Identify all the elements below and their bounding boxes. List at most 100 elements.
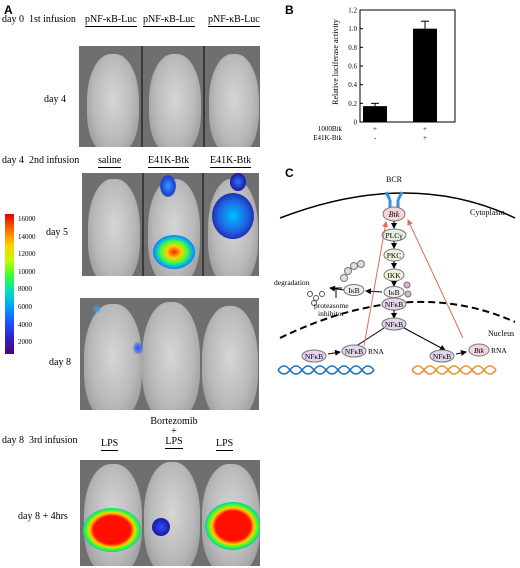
proteasome-fragments-icon (307, 291, 325, 306)
bioluminescence-image-day4 (79, 46, 260, 147)
row2-treatment-1: saline (98, 155, 122, 168)
y-tick-label: 1.0 (348, 25, 357, 33)
node-nfkb-cyto: NFκB (381, 297, 407, 311)
bioluminescence-image-day5 (82, 173, 259, 276)
y-tick-label: 0 (354, 119, 358, 127)
ubiquitin-chain-icon (340, 260, 365, 282)
svg-text:IκB: IκB (388, 288, 399, 297)
row1-treatment-1: pNF-κB-Luc (85, 14, 137, 27)
y-tick-label: 0.8 (348, 44, 357, 52)
row1-treatment-3: pNF-κB-Luc (208, 14, 260, 27)
row3-timepoint: day 8 (49, 357, 71, 368)
node-nfkb-nucleus: NFκB (381, 317, 407, 331)
row-label-1000btk: 1000Btk (318, 125, 343, 133)
row2-day: day 4 (2, 155, 24, 166)
color-tick: 14000 (18, 232, 36, 241)
svg-text:Btk: Btk (474, 346, 485, 355)
color-tick: 2000 (18, 338, 32, 347)
y-tick-label: 0.6 (348, 63, 357, 71)
color-tick: 8000 (18, 285, 32, 294)
proteasome-label: proteasome (314, 301, 349, 310)
sign-1-1: + (373, 125, 377, 133)
bioluminescence-image-day8 (80, 298, 259, 410)
bar (413, 28, 437, 123)
node-nfkb-gene-left: NFκB (301, 349, 327, 363)
svg-text:PLCγ: PLCγ (385, 231, 403, 240)
y-tick-label: 1.2 (348, 7, 357, 15)
bcr-label: BCR (386, 175, 403, 184)
row4-treatment-1: LPS (101, 438, 119, 451)
row4-treatment-3: LPS (216, 438, 234, 451)
color-tick: 12000 (18, 250, 36, 259)
node-nfkb-gene-right: NFκB (429, 349, 455, 363)
row4-timepoint: day 8 + 4hrs (18, 511, 68, 522)
node-btk-rna: Btk (468, 343, 490, 357)
row1-treatment-2: pNF-κB-Luc (143, 14, 195, 27)
panel-b-letter: B (285, 3, 294, 17)
inhibitor-label: inhibitor (318, 309, 344, 318)
svg-text:NFκB: NFκB (385, 320, 403, 329)
sign-2-2: + (423, 134, 427, 142)
sign-2-1: - (374, 134, 377, 142)
svg-text:NFκB: NFκB (305, 352, 323, 361)
row2-treatment-2: E41K-Btk (148, 155, 190, 168)
color-tick: 10000 (18, 267, 36, 276)
color-scale-ticks: 16000 14000 12000 10000 8000 6000 4000 2… (18, 211, 36, 352)
rna-label-right: RNA (491, 346, 507, 355)
row1-infusion: 1st infusion (28, 14, 76, 25)
row1-timepoint: day 4 (44, 94, 66, 105)
color-scale-bar (5, 214, 14, 354)
signaling-pathway-diagram: BCR Cytoplasm Nucleus Btk PLCγ PKC IKK I… (274, 175, 516, 375)
color-tick: 6000 (18, 302, 32, 311)
row2-day-label: day 4 2nd infusion (2, 155, 79, 166)
bar (363, 106, 387, 122)
plot-frame (359, 9, 456, 123)
svg-text:Btk: Btk (389, 210, 400, 219)
row1-day: day 0 (2, 14, 24, 25)
panel-a-letter: A (4, 3, 13, 17)
color-tick: 4000 (18, 320, 32, 329)
svg-text:IKK: IKK (387, 271, 401, 280)
nucleus-label: Nucleus (488, 329, 514, 338)
chart-axes: 0 0.2 0.4 0.6 0.8 1.0 1.2 (348, 7, 456, 127)
degradation-label: degradation (274, 278, 310, 287)
row4-treatment-2: Bortezomib + LPS (144, 417, 204, 449)
y-tick-label: 0.4 (348, 81, 357, 89)
bar-chart: Relative luciferase activity 00.20.40.60… (313, 7, 456, 142)
row4-treatment-2-lps: LPS (165, 436, 183, 449)
feedback-arrow-nfkb (363, 221, 389, 347)
dna-helix-left-icon (277, 365, 375, 375)
rna-label-left: RNA (368, 347, 384, 356)
feedback-arrow-btk (407, 219, 464, 339)
node-nfkb-rna: NFκB (341, 344, 367, 358)
row4-day: day 8 (2, 435, 24, 446)
row4-day-label: day 8 3rd infusion (2, 435, 78, 446)
row4-infusion: 3rd infusion (28, 435, 78, 446)
color-tick: 16000 (18, 215, 36, 223)
row1-day-label: day 0 1st infusion (2, 14, 76, 25)
row4-treatment-2-drug: Bortezomib (150, 416, 198, 427)
node-ikk: IKK (383, 268, 405, 282)
row2-timepoint: day 5 (46, 227, 68, 238)
node-plcg: PLCγ (381, 228, 407, 242)
bcr-receptor-icon (384, 191, 404, 210)
row4-treatment-2-plus: + (171, 426, 177, 437)
nuclear-membrane (279, 300, 516, 339)
svg-text:NFκB: NFκB (433, 352, 451, 361)
node-ikb-free: IκB (343, 284, 365, 296)
cytoplasm-label: Cytoplasm (470, 208, 505, 217)
svg-text:NFκB: NFκB (345, 347, 363, 356)
cell-membrane (279, 192, 516, 219)
node-ikb-complex: IκB (383, 286, 405, 298)
y-axis-label: Relative luciferase activity (331, 19, 340, 105)
row2-treatment-3: E41K-Btk (210, 155, 252, 168)
node-btk: Btk (382, 206, 406, 222)
chart-bars (363, 20, 437, 123)
bioluminescence-image-day8-4hrs (80, 460, 260, 566)
y-tick-label: 0.2 (348, 100, 357, 108)
panel-c-letter: C (285, 166, 294, 180)
dna-helix-right-icon (411, 365, 497, 375)
svg-text:IκB: IκB (348, 286, 359, 295)
node-pkc: PKC (383, 248, 405, 262)
sign-1-2: + (423, 125, 427, 133)
